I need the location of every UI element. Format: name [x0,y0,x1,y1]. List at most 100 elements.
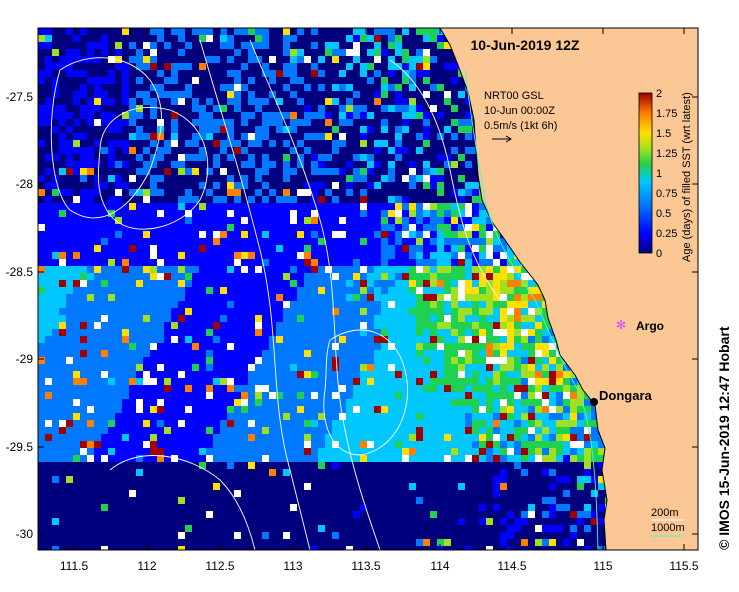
sst-pixel [150,245,157,252]
sst-pixel [178,357,185,364]
sst-pixel [38,336,45,343]
sst-pixel [192,343,199,350]
sst-pixel [220,147,227,154]
sst-pixel [402,56,409,63]
sst-pixel [437,140,444,147]
sst-pixel [45,91,52,98]
sst-pixel [514,329,521,336]
sst-pixel [346,203,353,210]
sst-pixel [402,364,409,371]
sst-pixel [339,385,346,392]
sst-pixel [423,133,430,140]
sst-pixel [143,308,150,315]
sst-pixel [241,147,248,154]
sst-pixel [241,140,248,147]
sst-pixel [367,126,374,133]
sst-pixel [150,252,157,259]
sst-pixel [157,189,164,196]
sst-pixel [178,77,185,84]
sst-pixel [409,392,416,399]
sst-pixel [360,343,367,350]
sst-pixel [269,392,276,399]
sst-pixel [507,364,514,371]
sst-pixel [283,42,290,49]
sst-pixel [458,322,465,329]
sst-pixel [164,168,171,175]
sst-pixel [52,238,59,245]
sst-pixel [360,259,367,266]
sst-pixel [381,133,388,140]
sst-pixel [486,378,493,385]
sst-pixel [269,147,276,154]
sst-pixel [199,357,206,364]
sst-pixel [304,259,311,266]
sst-pixel [311,385,318,392]
sst-pixel [157,161,164,168]
sst-pixel [276,301,283,308]
sst-pixel [283,287,290,294]
sst-pixel [59,238,66,245]
sst-pixel [325,280,332,287]
sst-pixel [395,196,402,203]
sst-pixel [164,56,171,63]
sst-pixel [80,98,87,105]
sst-pixel [206,203,213,210]
sst-pixel [339,91,346,98]
sst-pixel [542,385,549,392]
sst-pixel [311,196,318,203]
sst-pixel [437,280,444,287]
sst-pixel [486,217,493,224]
sst-pixel [227,168,234,175]
sst-pixel [395,126,402,133]
sst-pixel [227,119,234,126]
sst-pixel [178,42,185,49]
sst-pixel [479,350,486,357]
sst-pixel [311,315,318,322]
sst-pixel [325,140,332,147]
sst-pixel [45,210,52,217]
sst-pixel [213,182,220,189]
sst-pixel [304,385,311,392]
sst-pixel [381,357,388,364]
sst-pixel [101,308,108,315]
sst-pixel [80,154,87,161]
sst-pixel [234,252,241,259]
sst-pixel [290,308,297,315]
sst-pixel [213,42,220,49]
sst-pixel [297,322,304,329]
sst-pixel [521,336,528,343]
sst-pixel [164,315,171,322]
sst-pixel [388,336,395,343]
sst-pixel [542,350,549,357]
sst-pixel [388,385,395,392]
sst-pixel [185,294,192,301]
sst-pixel [430,126,437,133]
sst-pixel [73,259,80,266]
sst-pixel [241,336,248,343]
sst-pixel [283,266,290,273]
sst-pixel [73,336,80,343]
sst-pixel [248,70,255,77]
sst-pixel [164,231,171,238]
sst-pixel [94,231,101,238]
sst-pixel [381,217,388,224]
sst-pixel [458,84,465,91]
sst-pixel [136,154,143,161]
sst-pixel [458,98,465,105]
sst-pixel [213,301,220,308]
sst-pixel [318,56,325,63]
sst-pixel [325,266,332,273]
sst-pixel [283,161,290,168]
sst-pixel [311,126,318,133]
sst-pixel [297,196,304,203]
sst-pixel [325,322,332,329]
sst-pixel [472,336,479,343]
sst-pixel [465,140,472,147]
sst-pixel [381,259,388,266]
sst-pixel [276,315,283,322]
sst-pixel [38,378,45,385]
sst-pixel [472,350,479,357]
sst-pixel [437,189,444,196]
sst-pixel [388,35,395,42]
sst-pixel [339,105,346,112]
